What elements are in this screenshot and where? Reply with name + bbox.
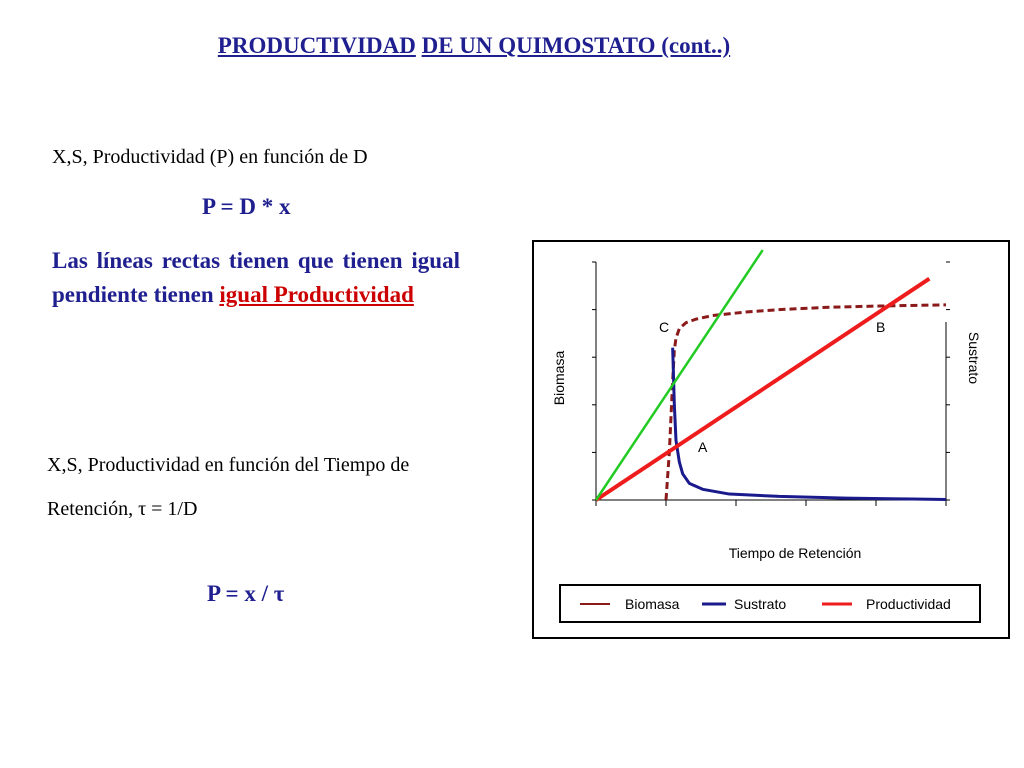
annotation-a: A xyxy=(698,439,708,455)
paragraph-equal-slope: Las líneas rectas tienen que tienen igua… xyxy=(52,244,460,312)
paragraph-main: Las líneas rectas tienen que tienen igua… xyxy=(52,248,460,307)
series-line-tangente xyxy=(594,249,764,501)
paragraph-highlight: igual Productividad xyxy=(219,282,414,307)
x-axis-label: Tiempo de Retención xyxy=(729,545,862,561)
title-part2: DE UN QUIMOSTATO (cont..) xyxy=(421,33,731,58)
legend-label-biomasa: Biomasa xyxy=(625,596,680,612)
legend-label-sustrato: Sustrato xyxy=(734,596,786,612)
chemostat-chart: Biomasa Sustrato Tiempo de Retención C B… xyxy=(532,240,1010,639)
chart-marks xyxy=(594,249,947,502)
y-axis-label-left: Biomasa xyxy=(551,351,567,406)
equation-p-d-x: P = D * x xyxy=(202,194,291,219)
line-x-s-p-vs-tau: X,S, Productividad en función del Tiempo… xyxy=(47,454,410,520)
equation-p-x-tau: P = x / τ xyxy=(207,581,285,606)
line-x-s-p-vs-d: X,S, Productividad (P) en función de D xyxy=(52,146,368,168)
chart-legend: Biomasa Sustrato Productividad xyxy=(559,584,981,623)
y-axis-label-right: Sustrato xyxy=(966,332,982,384)
series-line-productividad xyxy=(594,276,931,502)
title-part1: PRODUCTIVIDAD xyxy=(217,33,416,58)
legend-box xyxy=(559,584,981,623)
annotation-b: B xyxy=(876,319,885,335)
slide-title: PRODUCTIVIDAD DE UN QUIMOSTATO (cont..) xyxy=(0,33,948,59)
annotation-c: C xyxy=(659,319,669,335)
series-line-sustrato xyxy=(671,347,947,502)
chart-frame xyxy=(532,240,1010,639)
legend-label-productividad: Productividad xyxy=(866,596,951,612)
